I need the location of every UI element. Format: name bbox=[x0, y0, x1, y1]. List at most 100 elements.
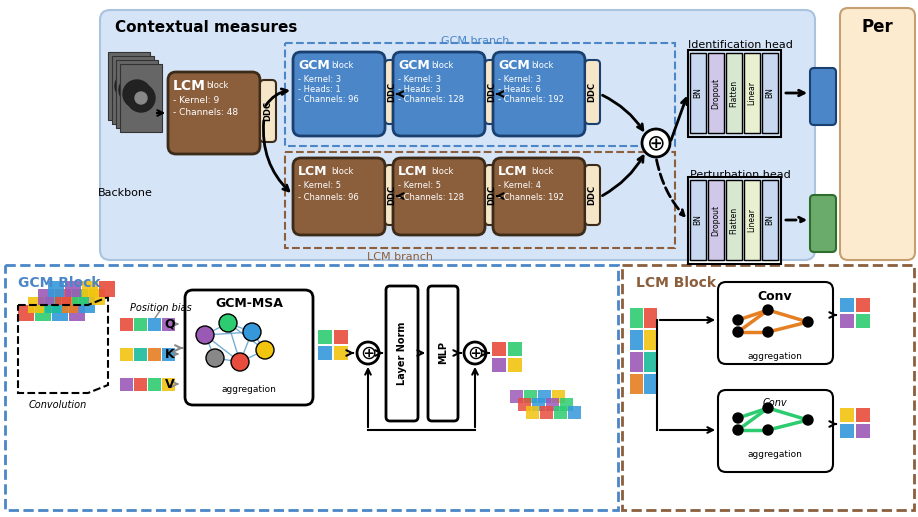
Text: block: block bbox=[531, 167, 554, 176]
Text: LCM: LCM bbox=[298, 165, 328, 178]
Text: BN: BN bbox=[693, 87, 702, 98]
Bar bbox=[644, 374, 657, 394]
Bar bbox=[65, 281, 81, 297]
Bar bbox=[762, 53, 778, 133]
Bar bbox=[55, 289, 71, 305]
Circle shape bbox=[243, 323, 261, 341]
Bar bbox=[630, 308, 643, 328]
Bar bbox=[120, 378, 133, 391]
Text: DDC: DDC bbox=[487, 82, 497, 102]
Bar bbox=[148, 378, 161, 391]
Text: Convolution: Convolution bbox=[28, 400, 87, 410]
Bar bbox=[108, 52, 150, 120]
Text: - Kernel: 4: - Kernel: 4 bbox=[498, 181, 541, 190]
Bar bbox=[18, 305, 34, 321]
Text: DDC: DDC bbox=[588, 82, 597, 102]
Bar bbox=[35, 305, 51, 321]
FancyBboxPatch shape bbox=[485, 165, 500, 225]
Bar bbox=[510, 390, 523, 403]
FancyBboxPatch shape bbox=[260, 80, 276, 142]
FancyBboxPatch shape bbox=[385, 165, 400, 225]
Bar bbox=[744, 53, 760, 133]
Bar bbox=[856, 424, 870, 438]
Bar bbox=[840, 424, 854, 438]
Bar bbox=[134, 378, 147, 391]
Text: K: K bbox=[165, 347, 174, 360]
Circle shape bbox=[131, 88, 143, 100]
Bar bbox=[120, 318, 133, 331]
Bar bbox=[762, 180, 778, 260]
FancyBboxPatch shape bbox=[718, 390, 833, 472]
Circle shape bbox=[763, 305, 773, 315]
Bar bbox=[856, 314, 870, 328]
Bar bbox=[524, 390, 537, 403]
Bar bbox=[285, 43, 675, 146]
Text: - Channels: 96: - Channels: 96 bbox=[298, 95, 359, 104]
FancyBboxPatch shape bbox=[585, 60, 600, 124]
Text: block: block bbox=[331, 167, 353, 176]
Text: Contextual measures: Contextual measures bbox=[115, 20, 297, 35]
Circle shape bbox=[733, 315, 743, 325]
Bar bbox=[89, 289, 105, 305]
FancyBboxPatch shape bbox=[485, 60, 500, 124]
Circle shape bbox=[733, 413, 743, 423]
Bar bbox=[334, 330, 348, 344]
Text: Linear: Linear bbox=[747, 208, 756, 232]
Text: LCM: LCM bbox=[398, 165, 428, 178]
Bar bbox=[690, 53, 706, 133]
Text: Dropout: Dropout bbox=[711, 204, 721, 236]
Text: aggregation: aggregation bbox=[747, 352, 802, 361]
Bar bbox=[72, 289, 88, 305]
Text: - Channels: 128: - Channels: 128 bbox=[398, 95, 464, 104]
Text: DDC: DDC bbox=[588, 185, 597, 205]
Bar bbox=[622, 265, 914, 510]
Text: Flatten: Flatten bbox=[730, 206, 738, 234]
Text: Identification head: Identification head bbox=[688, 40, 792, 50]
Text: GCM: GCM bbox=[298, 59, 330, 72]
Bar bbox=[112, 56, 154, 124]
Bar bbox=[148, 318, 161, 331]
Text: Perturbation head: Perturbation head bbox=[689, 170, 790, 180]
Text: GCM branch: GCM branch bbox=[441, 36, 509, 46]
Text: BN: BN bbox=[766, 215, 775, 225]
Bar bbox=[318, 346, 332, 360]
Bar bbox=[508, 342, 522, 356]
Circle shape bbox=[733, 425, 743, 435]
Bar bbox=[48, 281, 64, 297]
Text: LCM: LCM bbox=[498, 165, 528, 178]
Circle shape bbox=[206, 349, 224, 367]
Text: LCM: LCM bbox=[173, 79, 206, 93]
Text: - Channels: 192: - Channels: 192 bbox=[498, 95, 564, 104]
Text: - Heads: 6: - Heads: 6 bbox=[498, 85, 541, 94]
Circle shape bbox=[642, 129, 670, 157]
Bar bbox=[134, 318, 147, 331]
Bar bbox=[148, 348, 161, 361]
Bar bbox=[630, 374, 643, 394]
Text: block: block bbox=[531, 61, 554, 70]
Bar bbox=[690, 180, 706, 260]
Bar bbox=[518, 398, 531, 411]
Text: GCM-MSA: GCM-MSA bbox=[215, 297, 283, 310]
Text: - Kernel: 9: - Kernel: 9 bbox=[173, 96, 219, 105]
Bar bbox=[285, 152, 675, 248]
Text: - Channels: 128: - Channels: 128 bbox=[398, 193, 464, 202]
Text: Layer Norm: Layer Norm bbox=[397, 321, 407, 385]
Bar bbox=[62, 297, 78, 313]
Text: BN: BN bbox=[693, 215, 702, 225]
Text: - Kernel: 3: - Kernel: 3 bbox=[298, 75, 341, 84]
Bar bbox=[508, 358, 522, 372]
Bar bbox=[492, 342, 506, 356]
FancyBboxPatch shape bbox=[168, 72, 260, 154]
Bar bbox=[538, 390, 551, 403]
Bar bbox=[334, 346, 348, 360]
Bar bbox=[644, 352, 657, 372]
Bar bbox=[116, 60, 158, 128]
Text: block: block bbox=[206, 81, 229, 90]
Bar bbox=[630, 352, 643, 372]
Circle shape bbox=[196, 326, 214, 344]
Circle shape bbox=[803, 317, 813, 327]
Bar bbox=[492, 358, 506, 372]
Text: GCM: GCM bbox=[498, 59, 530, 72]
Text: ⊕: ⊕ bbox=[360, 343, 376, 362]
Bar bbox=[162, 378, 175, 391]
